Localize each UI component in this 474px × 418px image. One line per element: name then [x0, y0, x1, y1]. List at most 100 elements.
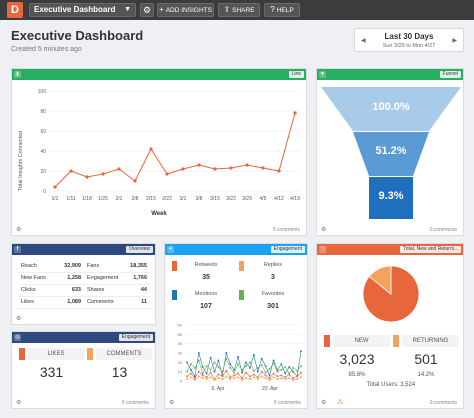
app-logo[interactable]: D — [7, 2, 23, 18]
gear-icon[interactable]: ⚙ — [16, 316, 22, 322]
comments-link[interactable]: 0 comments — [429, 227, 457, 233]
data-point — [217, 377, 220, 379]
data-point — [205, 372, 208, 375]
x-axis-label: Week — [151, 211, 167, 217]
data-point — [268, 377, 271, 379]
funnel-stage-1 — [321, 87, 461, 131]
y-tick-label: 50 — [178, 332, 183, 337]
help-button[interactable]: ? HELP — [264, 3, 300, 17]
comments-link[interactable]: 0 comments — [429, 400, 457, 406]
series-line — [186, 357, 302, 375]
comments-link[interactable]: 0 comments — [273, 400, 301, 406]
comments-color-bar — [87, 348, 93, 360]
data-point — [237, 355, 239, 358]
data-point — [209, 371, 212, 374]
returning-color-bar — [393, 335, 399, 347]
data-point — [249, 375, 251, 378]
data-point — [293, 111, 297, 115]
add-insights-button[interactable]: + ADD INSIGHTS — [157, 3, 214, 17]
filter-icon: ▼ — [319, 71, 326, 78]
data-point — [221, 374, 224, 377]
metric-label: Comments — [84, 296, 124, 309]
date-range-picker[interactable]: ◀ Last 30 Days Sun 3/29 to Mon 4/27 ▶ — [354, 28, 464, 52]
data-point — [245, 163, 249, 167]
x-tick-label: 1/18 — [82, 196, 92, 202]
data-point — [288, 373, 291, 376]
data-point — [253, 373, 255, 376]
x-tick-label: 3/8 — [196, 196, 203, 202]
widget-type-badge: Funnel — [439, 71, 461, 78]
data-point — [186, 361, 188, 364]
data-point — [260, 357, 263, 360]
dashboard-select[interactable]: Executive Dashboard ▼ — [29, 3, 136, 17]
funnel-widget: ▼ Funnel 100.0% 51.2% 9.3% ⚙ 0 comments — [316, 68, 464, 236]
data-point — [277, 169, 281, 173]
insights-line-chart: Total Insights Connected Week 0 20 40 60 80 1… — [18, 89, 300, 217]
settings-button[interactable]: ⚙ — [140, 3, 154, 17]
gear-icon[interactable]: ⚙ — [321, 227, 327, 233]
y-tick-label: 20 — [40, 169, 46, 175]
data-point — [186, 375, 188, 378]
y-tick-label: 60 — [178, 323, 183, 328]
data-point — [253, 376, 255, 379]
warning-icon[interactable]: ⚠ — [337, 399, 344, 406]
replies-color-bar — [239, 261, 244, 271]
data-point — [229, 363, 232, 365]
data-point — [117, 167, 121, 171]
widget-type-badge: Line — [288, 71, 304, 78]
gear-icon[interactable]: ⚙ — [16, 227, 22, 233]
gear-icon[interactable]: ⚙ — [169, 400, 175, 406]
analytics-icon: 〽 — [319, 246, 326, 253]
data-point — [256, 367, 259, 369]
x-tick-label: 3/22 — [226, 196, 236, 202]
data-point — [190, 369, 192, 371]
new-label: NEW — [333, 335, 390, 347]
metric-value: 1,258 — [54, 272, 84, 285]
twitter-icon: ✦ — [167, 246, 174, 253]
widget-type-badge: Engagement — [118, 334, 153, 341]
widget-header: ▼ Funnel — [317, 69, 463, 80]
data-point — [284, 372, 287, 375]
share-button[interactable]: ⇪ SHARE — [218, 3, 260, 17]
likes-value: 331 — [39, 364, 64, 380]
metric-label: Engagement — [84, 272, 124, 285]
twitter-widget: ✦ Engagement Retweets 35 Replies 3 Menti… — [164, 243, 308, 409]
widget-footer: ⚙ 0 comments — [165, 398, 307, 408]
data-point — [292, 370, 294, 373]
data-point — [205, 378, 208, 380]
widget-header: ◎ Engagement — [12, 332, 155, 343]
metric-label: Shares — [84, 284, 124, 297]
users-pie-widget: 〽 Total, New and Returni... NEW 3,023 85… — [316, 243, 464, 409]
favorites-stat: Favorites 301 — [239, 290, 299, 318]
data-point — [194, 379, 196, 381]
data-point — [190, 372, 192, 375]
replies-value: 3 — [271, 274, 275, 281]
metric-value: 32,909 — [54, 260, 84, 273]
data-point — [133, 179, 137, 183]
data-point — [264, 377, 267, 379]
data-point — [197, 163, 201, 167]
data-point — [229, 367, 232, 369]
bar-chart-icon: ▮ — [14, 71, 21, 78]
comments-link[interactable]: 0 comments — [121, 400, 149, 406]
x-tick-label: 4/12 — [274, 196, 284, 202]
table-row: Likes 1,089 Comments 11 — [18, 296, 150, 309]
facebook-stats-table: Reach 32,909 Fans 18,355 New Fans 1,258 … — [18, 260, 150, 309]
comments-link[interactable]: 0 comments — [272, 227, 300, 233]
gear-icon[interactable]: ⚙ — [16, 400, 22, 406]
metric-label: New Fans — [18, 272, 54, 285]
facebook-icon: f — [14, 246, 21, 253]
next-range-icon[interactable]: ▶ — [452, 38, 457, 44]
top-bar: D Executive Dashboard ▼ ⚙ + ADD INSIGHTS … — [0, 0, 474, 20]
metric-label: Reach — [18, 260, 54, 273]
data-point — [197, 352, 200, 354]
y-tick-label: 10 — [178, 369, 183, 374]
data-point — [276, 369, 279, 371]
gear-icon[interactable]: ⚙ — [321, 400, 327, 406]
metric-label: Fans — [84, 260, 124, 273]
prev-range-icon[interactable]: ◀ — [361, 38, 366, 44]
data-point — [209, 376, 212, 379]
widget-footer: ⚙ 0 comments — [317, 225, 463, 235]
data-point — [190, 376, 192, 379]
data-point — [205, 365, 208, 367]
